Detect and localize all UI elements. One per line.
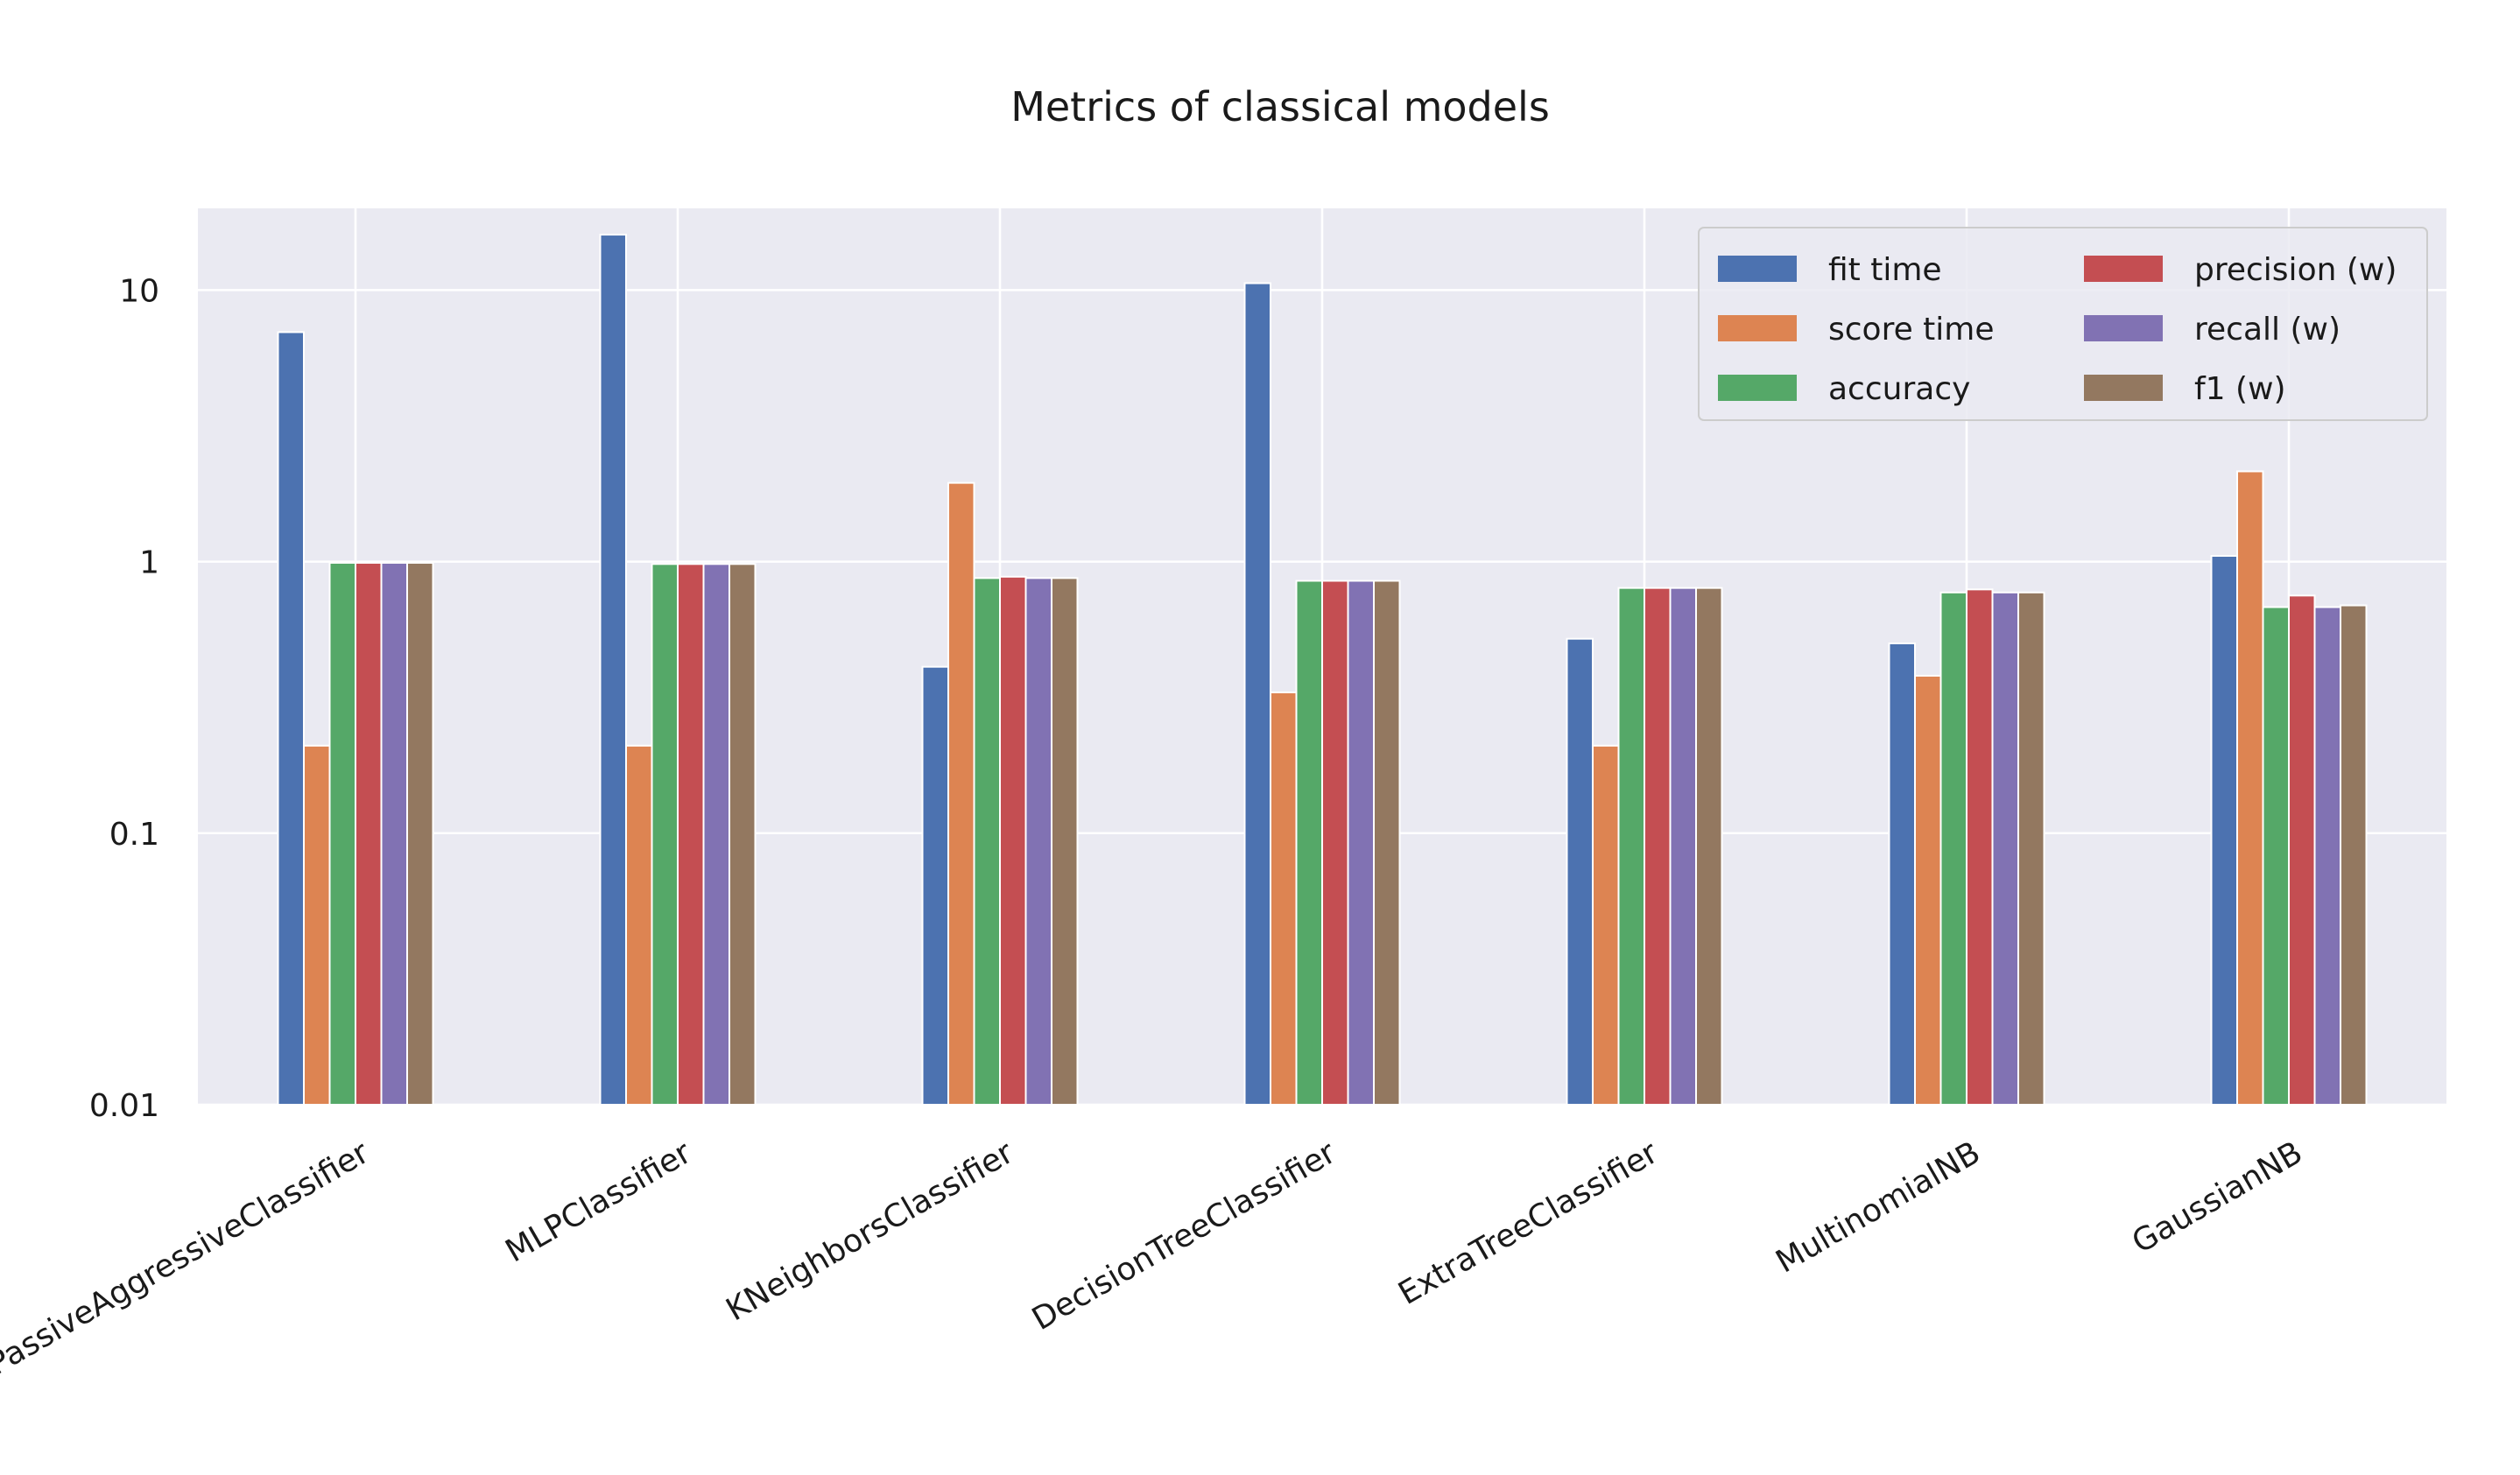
chart-title: Metrics of classical models [1010,83,1550,130]
x-tick-label: ExtraTreeClassifier [1392,1134,1664,1312]
bar-accuracy [1939,591,1967,1106]
bar-fit-time [599,234,627,1106]
bar-precision-w [677,563,705,1106]
bar-fit-time [1888,642,1916,1106]
bar-recall-w [380,561,408,1106]
bar-accuracy [651,563,679,1106]
bar-f1-w [1695,586,1723,1106]
bar-f1-w [2017,591,2045,1106]
bar-score-time [2236,470,2264,1106]
bar-accuracy [2262,606,2290,1106]
bar-fit-time [1243,282,1271,1106]
x-tick-label: GaussianNB [2126,1134,2308,1261]
bar-fit-time [1566,637,1594,1106]
legend-label: recall (w) [2194,312,2341,348]
legend-swatch [1718,375,1797,401]
x-tick-label: MLPClassifier [500,1134,698,1269]
legend-swatch [2084,256,2163,282]
bar-recall-w [1024,577,1052,1106]
y-tick-label: 0.01 [89,1088,159,1124]
bar-f1-w [1373,579,1401,1106]
bar-fit-time [2210,555,2238,1106]
bar-f1-w [406,561,434,1106]
bar-fit-time [277,331,305,1106]
bar-precision-w [1644,586,1672,1106]
y-tick-label: 1 [139,545,159,581]
legend-label: f1 (w) [2194,371,2286,407]
x-tick-label: MultinomialNB [1770,1134,1986,1280]
x-tick-label: PassiveAggressiveClassifier [0,1134,376,1382]
legend-frame [1698,227,2428,421]
bar-recall-w [2313,606,2341,1106]
legend-swatch [1718,256,1797,282]
bar-score-time [303,744,331,1106]
bar-precision-w [355,561,383,1106]
bar-recall-w [1991,591,2019,1106]
legend-label: accuracy [1828,371,1970,407]
bar-score-time [1270,691,1298,1106]
bar-f1-w [1051,577,1079,1106]
bar-score-time [947,481,975,1106]
x-tick-label: DecisionTreeClassifier [1026,1134,1342,1338]
bar-recall-w [1669,586,1697,1106]
y-axis-ticks: 0.01 0.1 1 10 [89,273,159,1124]
bar-f1-w [2340,604,2368,1106]
bar-score-time [1592,744,1620,1106]
x-tick-label: KNeighborsClassifier [721,1134,1020,1328]
bar-precision-w [1966,588,1994,1106]
bar-fit-time [921,665,949,1106]
bar-score-time [625,744,653,1106]
bar-accuracy [973,577,1001,1106]
y-tick-label: 10 [119,273,159,309]
bar-f1-w [729,563,757,1106]
legend-label: precision (w) [2194,252,2397,288]
legend-label: fit time [1828,252,1942,288]
bar-accuracy [328,561,356,1106]
x-axis-ticks: PassiveAggressiveClassifier MLPClassifier… [0,1134,2309,1382]
legend-swatch [2084,375,2163,401]
bar-precision-w [2288,594,2316,1106]
bar-recall-w [702,563,730,1106]
bar-recall-w [1347,579,1375,1106]
bar-accuracy [1617,586,1645,1106]
legend: fit time score time accuracy precision (w) r… [1698,227,2428,421]
y-tick-label: 0.1 [109,817,159,853]
legend-label: score time [1828,312,1995,348]
legend-swatch [2084,315,2163,341]
legend-swatch [1718,315,1797,341]
bar-accuracy [1295,579,1323,1106]
bars [277,234,2368,1106]
bar-precision-w [999,575,1027,1106]
bar-precision-w [1321,579,1349,1106]
bar-score-time [1914,674,1942,1106]
